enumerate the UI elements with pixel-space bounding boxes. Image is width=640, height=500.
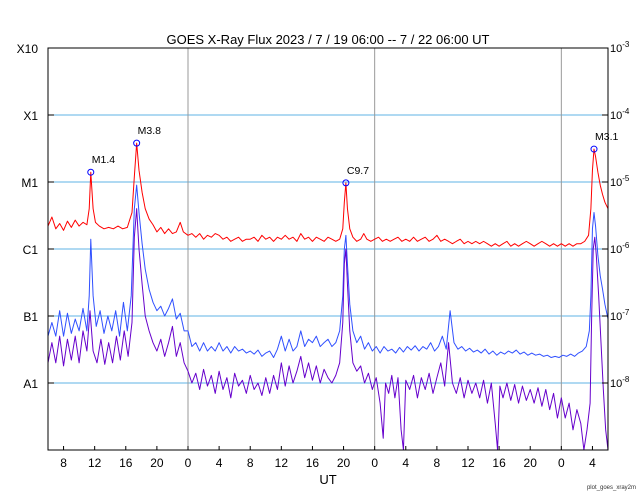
x-tick-label: 16 [119, 456, 133, 470]
flux-series-line [47, 184, 609, 359]
flare-label: M3.8 [138, 125, 162, 137]
grid-layer [48, 48, 608, 450]
series-layer [47, 142, 609, 451]
right-tick-label: 10-7 [610, 308, 630, 323]
x-tick-label: 4 [216, 456, 223, 470]
x-tick-label: 0 [185, 456, 192, 470]
left-tick-label: M1 [21, 176, 38, 190]
flare-marker [590, 145, 598, 153]
left-axis-labels: X10 X1 M1 C1 B1 A1 [17, 42, 54, 391]
left-tick-label: C1 [23, 243, 39, 257]
chart-title: GOES X-Ray Flux 2023 / 7 / 19 06:00 -- 7… [167, 32, 490, 47]
x-tick-label: 12 [461, 456, 475, 470]
flux-series-line [47, 142, 609, 247]
x-tick-label: 16 [306, 456, 320, 470]
right-tick-label: 10-6 [610, 241, 630, 256]
right-tick-label: 10-5 [610, 174, 630, 189]
left-tick-label: A1 [23, 377, 38, 391]
x-tick-label: 8 [247, 456, 254, 470]
right-tick-label: 10-3 [610, 40, 630, 55]
left-tick-label: B1 [23, 310, 38, 324]
x-tick-label: 12 [275, 456, 289, 470]
flare-marker [342, 179, 350, 187]
flare-marker [87, 168, 95, 176]
x-tick-label: 12 [88, 456, 102, 470]
x-tick-label: 0 [371, 456, 378, 470]
x-tick-label: 20 [337, 456, 351, 470]
x-axis-ticks: 8 12 16 20 0 4 8 12 16 20 0 4 8 12 16 20 0 4 [60, 446, 596, 470]
x-tick-label: 16 [492, 456, 506, 470]
flux-series-line [47, 208, 609, 451]
left-tick-label: X1 [23, 109, 38, 123]
x-axis-label: UT [319, 472, 336, 487]
x-tick-label: 8 [434, 456, 441, 470]
flare-layer: M1.4 M3.8 C9.7 M3.1 [87, 125, 619, 187]
flare-label: C9.7 [347, 165, 369, 177]
right-tick-label: 10-4 [610, 107, 630, 122]
x-tick-label: 20 [150, 456, 164, 470]
x-tick-label: 4 [402, 456, 409, 470]
left-tick-label: X10 [17, 42, 39, 56]
right-axis-labels: 10-3 10-4 10-5 10-6 10-7 10-8 [602, 40, 630, 390]
x-tick-label: 8 [60, 456, 67, 470]
x-tick-label: 0 [558, 456, 565, 470]
x-tick-label: 20 [524, 456, 538, 470]
flare-label: M1.4 [92, 154, 116, 166]
credit-label: plot_goes_xray2m [587, 485, 636, 491]
x-tick-label: 4 [589, 456, 596, 470]
right-tick-label: 10-8 [610, 375, 630, 390]
flare-label: M3.1 [595, 131, 619, 143]
flare-marker [133, 139, 141, 147]
